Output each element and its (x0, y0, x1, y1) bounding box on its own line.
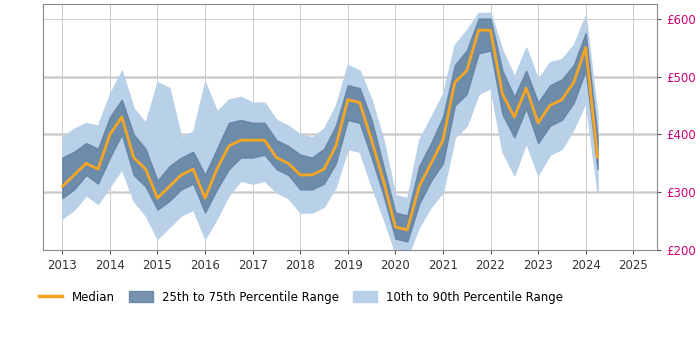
Legend: Median, 25th to 75th Percentile Range, 10th to 90th Percentile Range: Median, 25th to 75th Percentile Range, 1… (34, 286, 568, 308)
